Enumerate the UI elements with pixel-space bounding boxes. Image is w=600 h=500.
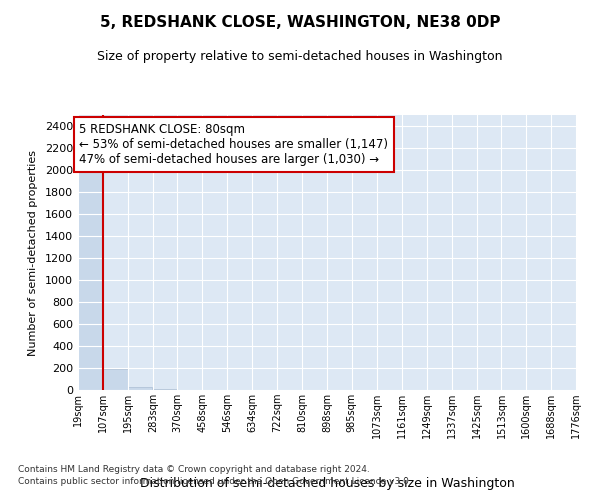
Text: Distribution of semi-detached houses by size in Washington: Distribution of semi-detached houses by … [140, 477, 514, 490]
Text: Contains public sector information licensed under the Open Government Licence v3: Contains public sector information licen… [18, 476, 412, 486]
Bar [103, 369, 128, 390]
Text: 5, REDSHANK CLOSE, WASHINGTON, NE38 0DP: 5, REDSHANK CLOSE, WASHINGTON, NE38 0DP [100, 15, 500, 30]
Text: Size of property relative to semi-detached houses in Washington: Size of property relative to semi-detach… [97, 50, 503, 63]
Bar [128, 387, 152, 390]
Bar [79, 170, 103, 390]
Y-axis label: Number of semi-detached properties: Number of semi-detached properties [28, 150, 38, 356]
Text: 5 REDSHANK CLOSE: 80sqm
← 53% of semi-detached houses are smaller (1,147)
47% of: 5 REDSHANK CLOSE: 80sqm ← 53% of semi-de… [79, 122, 388, 166]
Text: Contains HM Land Registry data © Crown copyright and database right 2024.: Contains HM Land Registry data © Crown c… [18, 466, 370, 474]
